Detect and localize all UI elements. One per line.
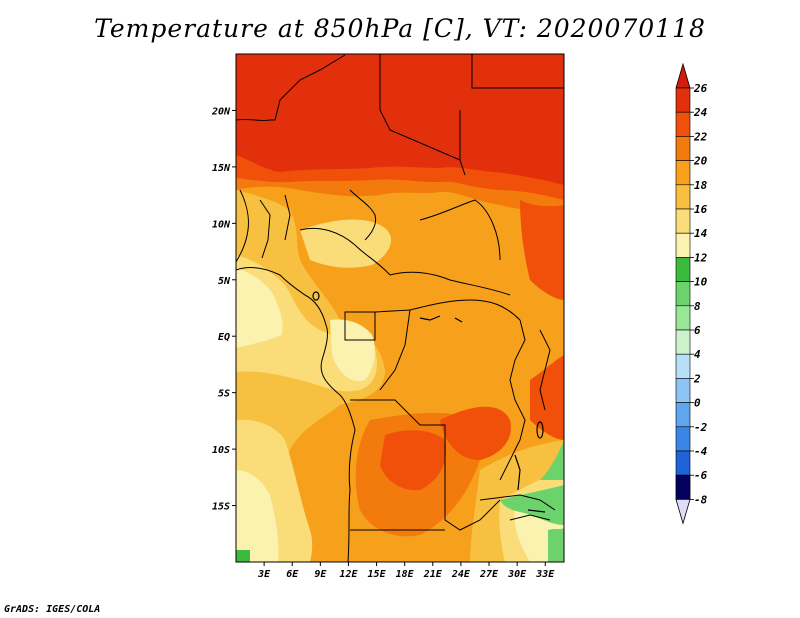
colorbar-swatch (675, 160, 691, 186)
temperature-field (236, 54, 564, 562)
colorbar-top-arrow (675, 62, 691, 89)
lon-tick-label: 27E (479, 569, 499, 580)
lat-tick-label: 10S (212, 445, 230, 456)
colorbar-bottom-arrow (675, 499, 691, 525)
colorbar-label: 0 (694, 397, 701, 410)
colorbar-label: 12 (694, 251, 708, 264)
lakes (312, 291, 546, 513)
political-borders (236, 54, 564, 562)
lat-tick-label: 15S (212, 502, 230, 513)
colorbar-swatch (675, 329, 691, 355)
colorbar-swatch (675, 184, 691, 210)
lon-tick-label: 12E (339, 569, 358, 580)
colorbar-label: 8 (694, 300, 701, 313)
lon-tick-label: 6E (286, 569, 299, 580)
colorbar-swatch (675, 111, 691, 137)
colorbar-swatch (675, 450, 691, 476)
colorbar-label: 20 (693, 155, 708, 168)
colorbar-label: -2 (694, 421, 708, 434)
colorbar-label: 16 (694, 203, 708, 216)
latitude-ticks: 20N 15N 10N 5N EQ 5S 10S 15S (211, 106, 236, 513)
lon-tick-label: 30E (507, 569, 527, 580)
plot-frame (235, 53, 565, 563)
colorbar-label: 22 (693, 130, 708, 143)
colorbar-label: 18 (694, 179, 708, 192)
colorbar-label: 2 (693, 372, 701, 385)
colorbar-label: 4 (694, 348, 701, 361)
colorbar-swatch (675, 208, 691, 234)
colorbar-swatch (675, 402, 691, 428)
lon-tick-label: 21E (423, 569, 443, 580)
colorbar-label: -4 (694, 445, 708, 458)
colorbar-swatch (675, 305, 691, 331)
colorbar-label: 6 (694, 324, 701, 337)
colorbar-label: -6 (694, 469, 708, 482)
lon-tick-label: 18E (396, 569, 415, 580)
colorbar-label: 10 (694, 276, 708, 289)
lat-tick-label: 20N (211, 106, 231, 117)
lat-tick-label: 5S (218, 389, 230, 400)
colorbar-swatch (675, 281, 691, 307)
colorbar-swatch (675, 378, 691, 403)
colorbar-label: 24 (693, 106, 708, 119)
lat-tick-label: 5N (218, 276, 231, 287)
lon-tick-label: 15E (368, 569, 387, 580)
colorbar-swatch (675, 426, 691, 452)
lon-tick-label: 33E (535, 569, 555, 580)
colorbar-swatch (675, 474, 691, 500)
credit-text: GrADS: IGES/COLA (4, 604, 101, 615)
longitude-ticks: 3E 6E 9E 12E 15E 18E 21E 24E 27E 30E 33E (257, 562, 555, 580)
lon-tick-label: 24E (451, 569, 471, 580)
lon-tick-label: 3E (257, 569, 271, 580)
lon-tick-label: 9E (314, 569, 327, 580)
colorbar-swatch (675, 232, 691, 258)
colorbar-swatch (675, 87, 691, 113)
lat-tick-label: 15N (212, 163, 231, 174)
lat-tick-label: EQ (218, 332, 230, 343)
colorbar-swatch (675, 353, 691, 379)
colorbar-swatch (675, 136, 691, 161)
lat-tick-label: 10N (212, 219, 231, 230)
colorbar-label: 14 (694, 227, 708, 240)
colorbar-label: 26 (693, 82, 708, 95)
colorbar-label: -8 (694, 493, 708, 506)
colorbar-swatch (675, 257, 691, 282)
map-title: Temperature at 850hPa [C], VT: 202007011… (94, 14, 706, 43)
